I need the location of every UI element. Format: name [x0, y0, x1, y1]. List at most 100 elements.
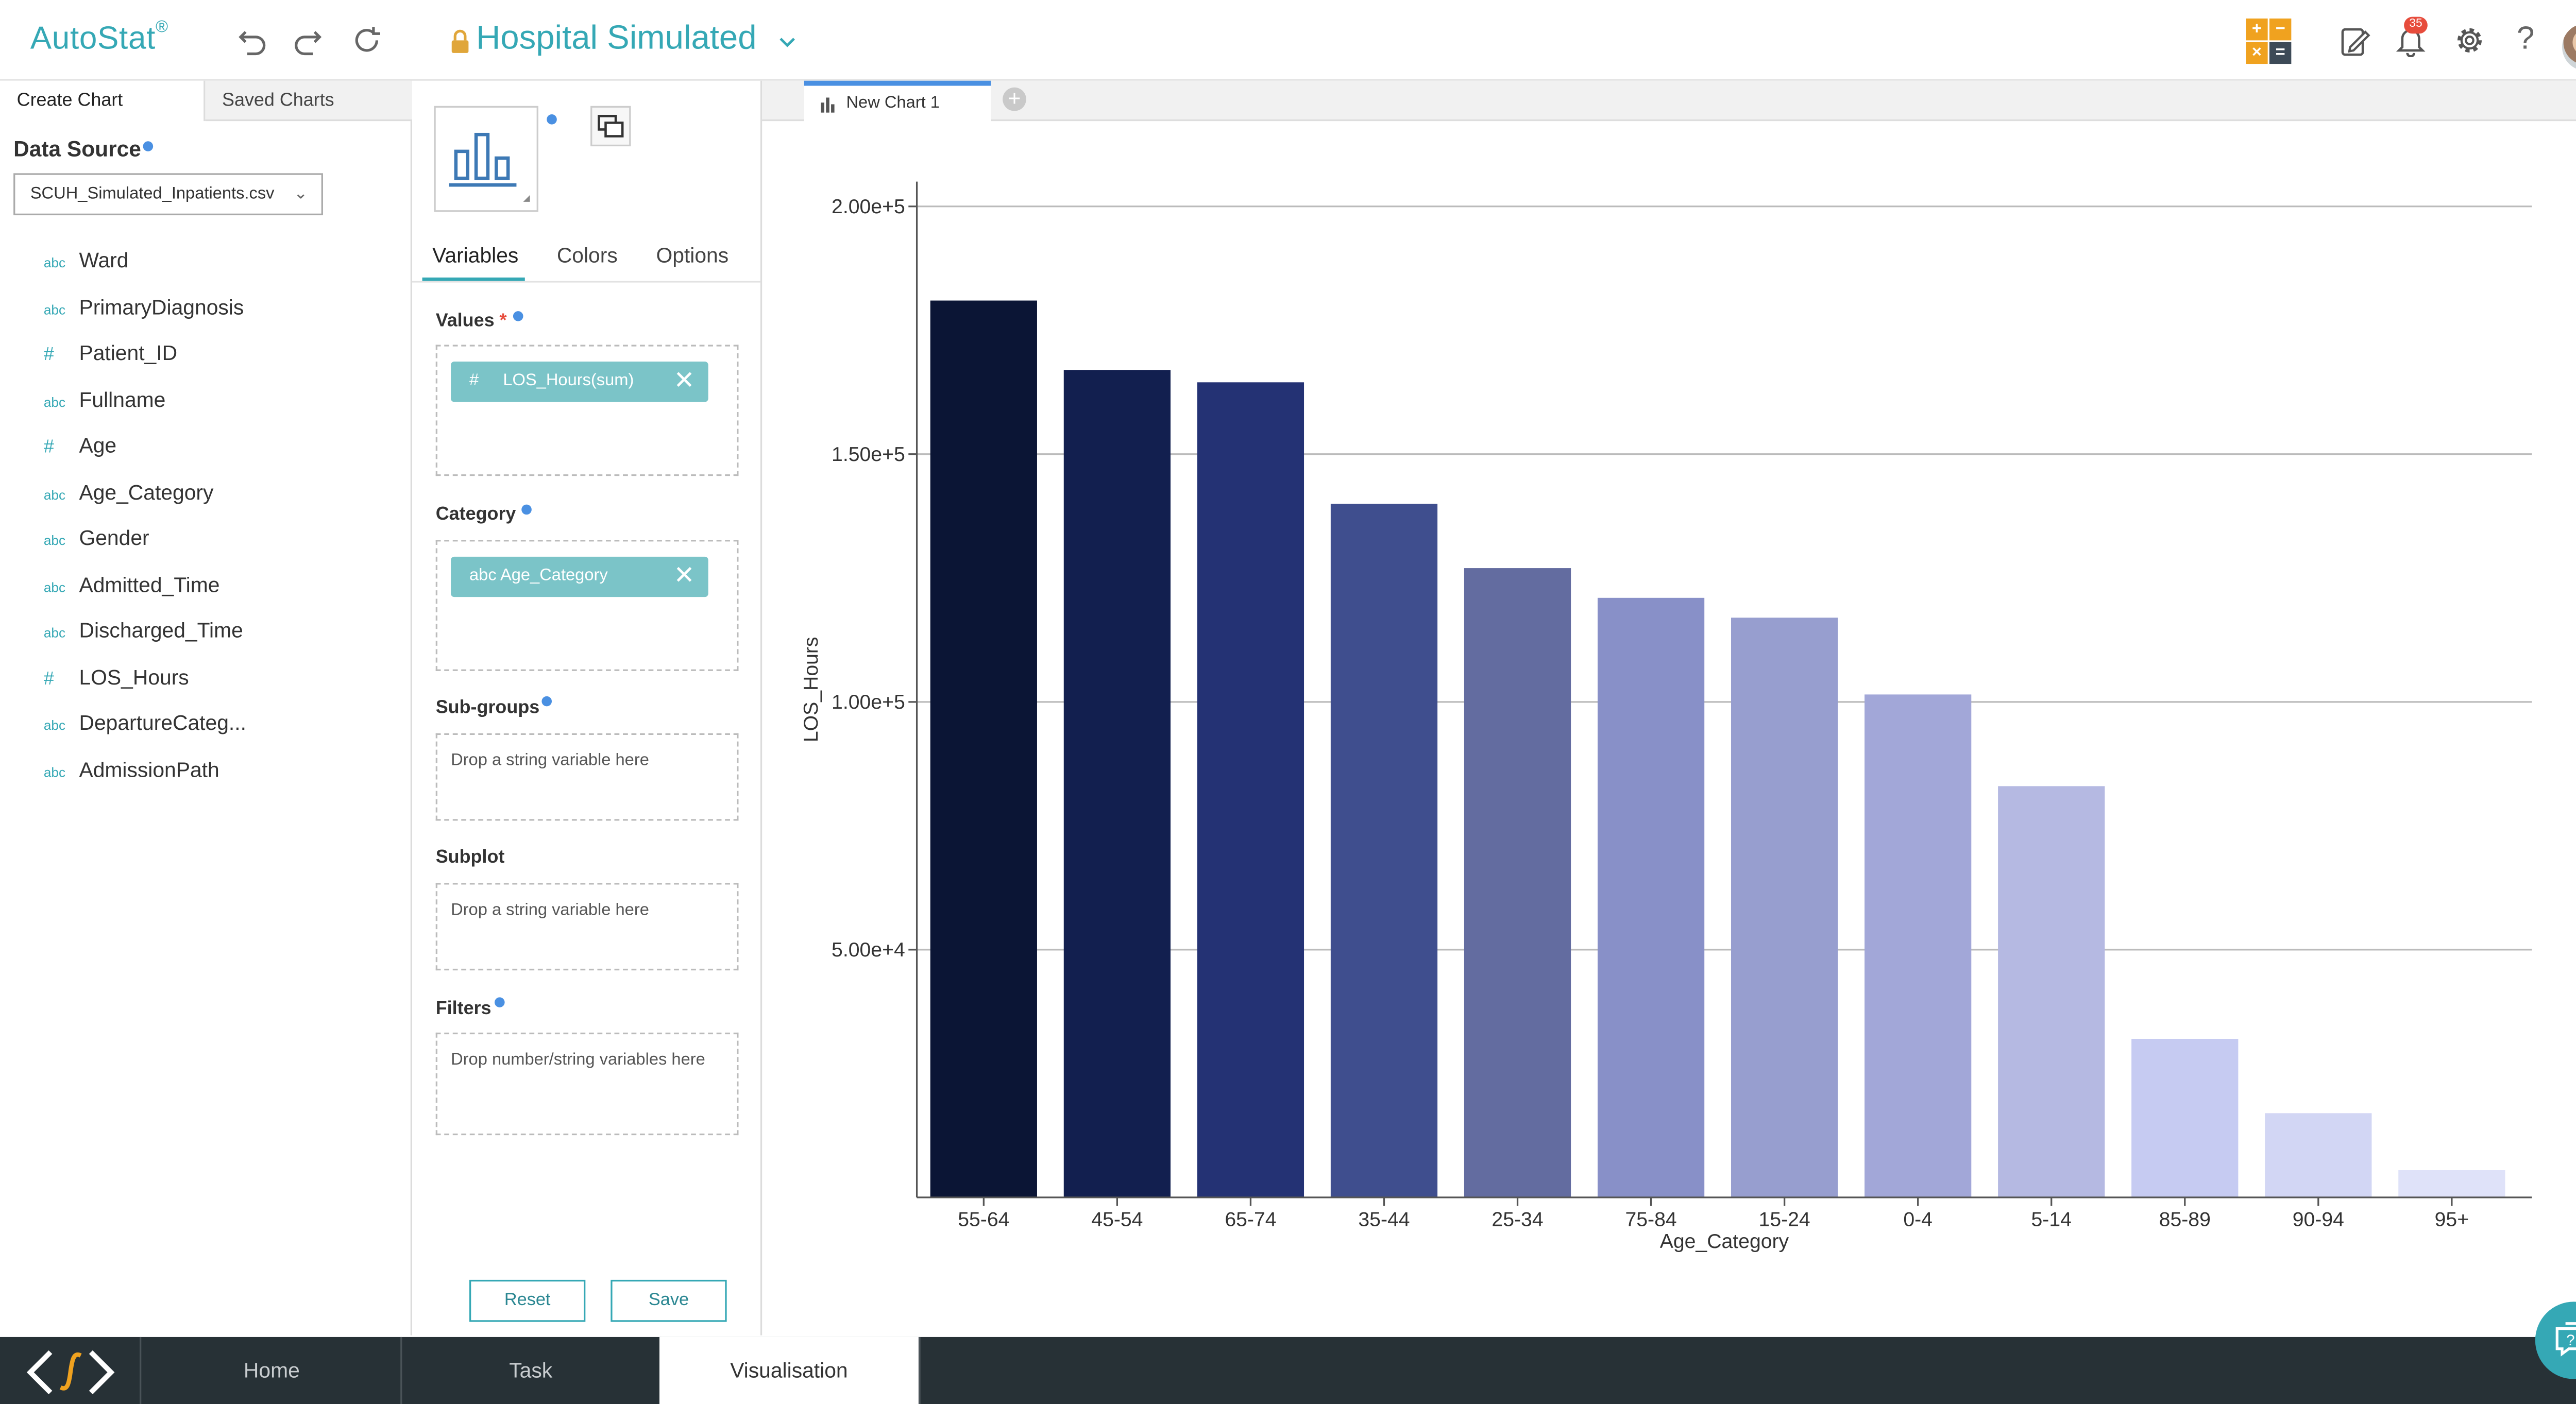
filters-dropzone[interactable]: Drop number/string variables here [435, 1032, 739, 1136]
data-source-select[interactable]: SCUH_Simulated_Inpatients.csv ⌄ [13, 173, 323, 215]
tab-saved-charts[interactable]: Saved Charts [205, 80, 413, 122]
nav-visualisation[interactable]: Visualisation [659, 1337, 921, 1404]
subgroups-placeholder: Drop a string variable here [451, 751, 649, 771]
subgroups-dropzone[interactable]: Drop a string variable here [435, 733, 739, 821]
y-axis-label: LOS_Hours [800, 637, 822, 742]
bar[interactable] [2131, 1039, 2239, 1197]
bar[interactable] [1197, 382, 1304, 1197]
bar[interactable] [2265, 1113, 2372, 1197]
tab-divider [412, 281, 760, 283]
duplicate-chart-button[interactable] [590, 106, 631, 147]
variable-item[interactable]: abc PrimaryDiagnosis [44, 290, 244, 323]
string-type-icon: abc [43, 764, 66, 780]
help-icon[interactable]: ? [2516, 22, 2535, 58]
variable-item[interactable]: abc AdmissionPath [44, 752, 219, 786]
variable-name: Age_Category [79, 480, 214, 504]
add-tab-button[interactable]: + [1003, 87, 1026, 111]
bar[interactable] [930, 300, 1037, 1197]
tab-new-chart-1[interactable]: New Chart 1 [804, 80, 991, 123]
bar[interactable] [2398, 1170, 2505, 1197]
variable-item[interactable]: abc Fullname [44, 383, 165, 416]
close-icon[interactable]: ✕ [673, 366, 695, 396]
redo-icon[interactable] [293, 25, 323, 56]
tab-variables[interactable]: Variables [432, 244, 519, 268]
chat-help-icon: ? [2555, 1322, 2576, 1357]
variable-item[interactable]: # LOS_Hours [44, 660, 189, 694]
x-tick-label: 5-14 [2031, 1208, 2072, 1230]
variable-item[interactable]: abc Ward [44, 244, 129, 277]
string-type-icon: abc [43, 533, 66, 549]
string-type-icon: abc [43, 579, 66, 595]
bar[interactable] [1464, 568, 1571, 1197]
info-dot[interactable] [513, 311, 523, 321]
x-tick-label: 65-74 [1225, 1208, 1276, 1230]
chevron-down-icon: ⌄ [294, 185, 308, 204]
app-home-logo[interactable] [0, 1337, 142, 1404]
bar[interactable] [1865, 694, 1972, 1197]
string-type-icon: abc [43, 302, 66, 317]
tick-labels: 5.00e+4 1.00e+5 1.50e+5 2.00e+5 55-64 45-54 65… [832, 196, 2469, 1231]
variable-name: PrimaryDiagnosis [79, 295, 244, 319]
data-source-label: Data Source [13, 136, 141, 162]
notes-icon[interactable] [2340, 25, 2370, 57]
variable-item[interactable]: abc DepartureCateg... [44, 706, 246, 740]
bar[interactable] [1731, 618, 1838, 1197]
app-logo[interactable]: AutoStat® [30, 19, 168, 59]
undo-icon[interactable] [237, 25, 267, 56]
nav-task[interactable]: Task [402, 1337, 662, 1404]
tab-options[interactable]: Options [656, 244, 729, 268]
info-dot[interactable] [541, 696, 552, 707]
subplot-placeholder: Drop a string variable here [451, 901, 649, 920]
variable-name: Gender [79, 526, 149, 550]
app-header: AutoStat® Hospital Simulated + − × = 35 … [0, 0, 2576, 81]
code-logo-icon [26, 1350, 115, 1395]
values-dropzone[interactable]: # LOS_Hours(sum) ✕ [435, 345, 739, 476]
close-icon[interactable]: ✕ [673, 561, 695, 591]
info-dot[interactable] [521, 504, 532, 515]
gear-icon[interactable] [2454, 25, 2485, 56]
subplot-label: Subplot [435, 847, 505, 868]
subplot-dropzone[interactable]: Drop a string variable here [435, 883, 739, 971]
string-type-icon: abc [43, 487, 66, 502]
avatar[interactable] [2562, 23, 2576, 71]
bar-chart-icon [449, 132, 530, 202]
info-dot[interactable] [547, 114, 557, 125]
refresh-icon[interactable] [350, 24, 383, 57]
number-type-icon: # [43, 437, 54, 458]
calculator-icon[interactable]: + − × = [2246, 18, 2293, 65]
variable-item[interactable]: # Patient_ID [44, 336, 177, 370]
x-tick-label: 0-4 [1903, 1208, 1933, 1230]
bar[interactable] [1998, 786, 2105, 1197]
variable-name: Fullname [79, 387, 166, 412]
category-dropzone[interactable]: abc Age_Category ✕ [435, 540, 739, 671]
bar[interactable] [1063, 370, 1171, 1197]
reset-button[interactable]: Reset [469, 1279, 586, 1322]
chevron-down-icon[interactable] [777, 33, 798, 50]
tab-create-chart[interactable]: Create Chart [0, 80, 206, 122]
active-tab-indicator [422, 277, 525, 281]
x-tick-label: 55-64 [958, 1208, 1009, 1230]
project-title[interactable]: Hospital Simulated [476, 20, 757, 58]
y-tick-label: 5.00e+4 [832, 939, 905, 961]
values-pill[interactable]: # LOS_Hours(sum) ✕ [451, 362, 708, 402]
info-dot[interactable] [143, 141, 154, 151]
number-type-icon: # [469, 371, 479, 390]
nav-home[interactable]: Home [143, 1337, 402, 1404]
tab-colors[interactable]: Colors [556, 244, 618, 268]
chat-support-button[interactable]: ? [2535, 1302, 2576, 1379]
bar[interactable] [1330, 504, 1438, 1197]
lock-icon [451, 29, 469, 53]
variable-item[interactable]: abc Admitted_Time [44, 568, 220, 601]
bar[interactable] [1597, 597, 1705, 1197]
chart-type-selector[interactable] [434, 106, 538, 212]
variable-item[interactable]: abc Age_Category [44, 475, 214, 508]
x-tick-label: 95+ [2435, 1208, 2469, 1230]
save-button[interactable]: Save [611, 1279, 727, 1322]
variable-item[interactable]: # Age [44, 429, 116, 463]
variable-item[interactable]: abc Gender [44, 521, 149, 555]
info-dot[interactable] [495, 997, 505, 1007]
category-pill[interactable]: abc Age_Category ✕ [451, 556, 708, 597]
chart-icon [821, 97, 835, 113]
variable-item[interactable]: abc Discharged_Time [44, 614, 243, 647]
notification-badge: 35 [2404, 16, 2428, 34]
